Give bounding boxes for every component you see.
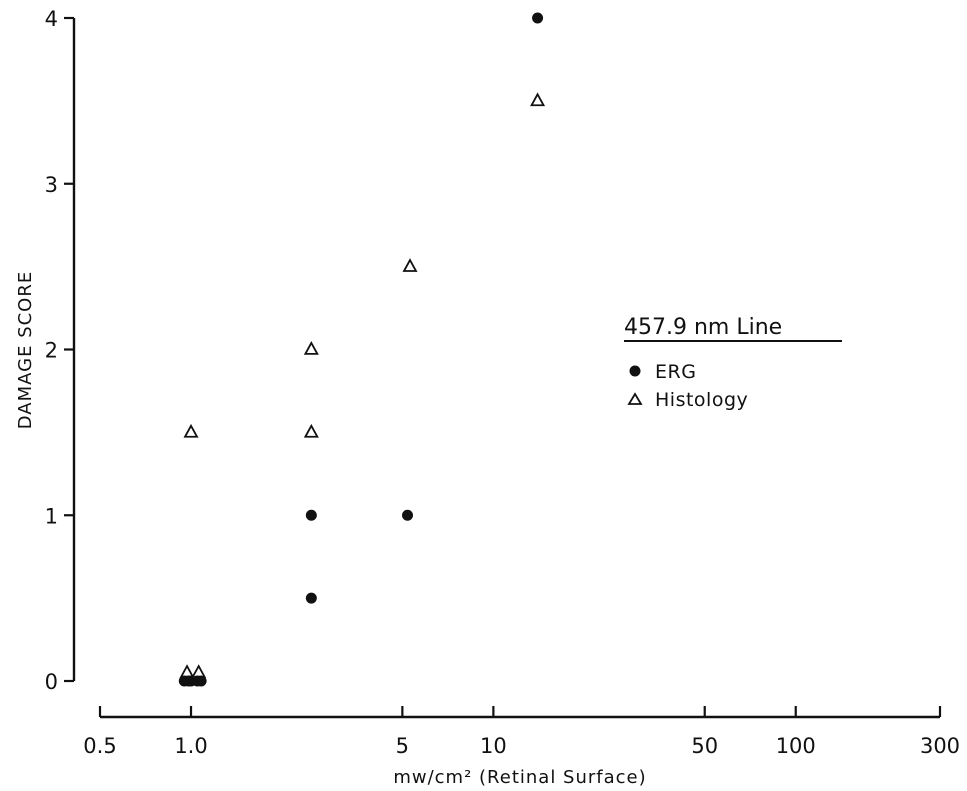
legend-histology-marker (627, 392, 643, 405)
x-axis-title: mw/cm² (Retinal Surface) (393, 767, 646, 788)
erg-point (305, 509, 317, 521)
histology-point (530, 92, 546, 107)
y-tick-label: 2 (45, 339, 58, 363)
histology-point (402, 258, 418, 272)
y-tick-label: 3 (45, 173, 58, 197)
histology-point (179, 664, 195, 679)
legend: 457.9 nm Line ERG Histology (624, 315, 842, 411)
y-axis-title: DAMAGE SCORE (15, 271, 36, 429)
erg-point (402, 509, 414, 521)
erg-point (305, 592, 317, 604)
x-tick-label: 50 (691, 734, 718, 758)
legend-erg-label: ERG (655, 361, 696, 383)
y-ticks: 0 1 2 3 4 (45, 7, 74, 694)
x-tick-label: 0.5 (83, 734, 116, 758)
legend-histology-label: Histology (655, 389, 748, 411)
erg-point (195, 675, 207, 687)
x-tick-label: 1.0 (174, 734, 207, 758)
histology-point (183, 423, 199, 438)
x-tick-label: 10 (480, 734, 507, 758)
axes (72, 18, 940, 719)
x-ticks: 0.5 1.0 5 10 50 100 300 (83, 706, 960, 758)
x-tick-label: 5 (396, 734, 409, 758)
x-tick-label: 300 (920, 734, 960, 758)
y-tick-label: 1 (45, 504, 58, 528)
x-tick-label: 100 (776, 734, 816, 758)
histology-point (303, 341, 319, 355)
y-tick-label: 0 (45, 670, 58, 694)
histology-point (191, 664, 207, 679)
data-points (178, 12, 546, 687)
erg-point (532, 12, 544, 24)
y-tick-label: 4 (45, 7, 58, 31)
legend-erg-marker (629, 365, 641, 377)
histology-point (303, 423, 319, 438)
legend-title: 457.9 nm Line (624, 315, 782, 340)
